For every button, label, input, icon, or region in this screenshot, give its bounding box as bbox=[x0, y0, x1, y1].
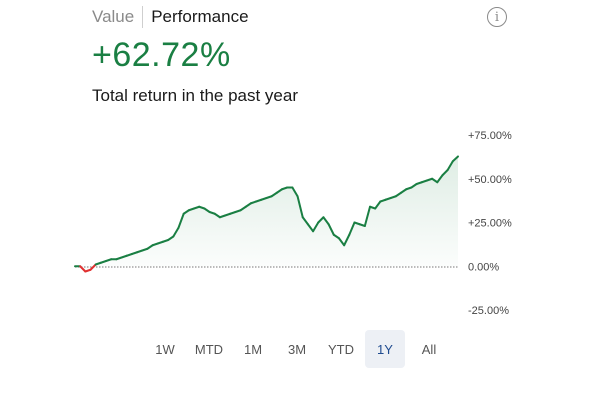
series-segment bbox=[177, 212, 185, 229]
series-segment bbox=[203, 207, 211, 213]
series-segment bbox=[79, 265, 87, 273]
series-segment bbox=[167, 235, 175, 241]
series-segment bbox=[441, 169, 449, 177]
chart-lines bbox=[74, 155, 459, 273]
series-segment bbox=[322, 216, 330, 226]
view-tabs: Value Performance bbox=[92, 6, 249, 28]
series-segment bbox=[270, 191, 278, 198]
y-tick-label: -25.00% bbox=[468, 305, 509, 317]
series-segment bbox=[327, 223, 335, 236]
range-mtd[interactable]: MTD bbox=[194, 341, 224, 357]
series-segment bbox=[182, 209, 190, 215]
y-tick-label: +25.00% bbox=[468, 218, 512, 230]
series-segment bbox=[337, 237, 346, 247]
series-segment bbox=[348, 221, 356, 236]
series-segment bbox=[172, 226, 180, 238]
series-segment bbox=[446, 160, 454, 171]
performance-chart: +75.00% +50.00% +25.00% 0.00% -25.00% bbox=[74, 130, 512, 317]
series-segment bbox=[332, 233, 340, 240]
tab-value[interactable]: Value bbox=[92, 7, 135, 26]
total-return-subtitle: Total return in the past year bbox=[92, 86, 299, 105]
range-all[interactable]: All bbox=[421, 341, 437, 357]
y-tick-label: 0.00% bbox=[468, 261, 499, 273]
y-tick-label: +75.00% bbox=[468, 130, 512, 142]
series-segment bbox=[410, 183, 418, 189]
area-fill bbox=[75, 156, 458, 272]
y-axis-ticks: +75.00% +50.00% +25.00% 0.00% -25.00% bbox=[468, 130, 512, 317]
series-segment bbox=[400, 188, 408, 194]
series-segment bbox=[275, 188, 284, 194]
range-1y[interactable]: 1Y bbox=[365, 330, 405, 368]
series-segment bbox=[343, 233, 351, 247]
tab-performance[interactable]: Performance bbox=[151, 7, 249, 26]
series-segment bbox=[89, 263, 97, 271]
info-icon[interactable]: i bbox=[487, 7, 507, 27]
range-3m[interactable]: 3M bbox=[287, 341, 307, 357]
series-segment bbox=[317, 216, 325, 224]
series-segment bbox=[451, 155, 459, 163]
range-1w[interactable]: 1W bbox=[155, 341, 175, 357]
series-segment bbox=[239, 205, 247, 212]
time-range-selector: 1W MTD 1M 3M YTD 1Y All bbox=[145, 330, 453, 368]
y-tick-label: +50.00% bbox=[468, 174, 512, 186]
series-segment bbox=[301, 216, 309, 226]
series-segment bbox=[374, 200, 382, 210]
series-segment bbox=[244, 202, 252, 208]
series-segment bbox=[394, 191, 403, 198]
range-ytd[interactable]: YTD bbox=[328, 341, 354, 357]
series-segment bbox=[296, 195, 304, 219]
series-segment bbox=[436, 174, 444, 184]
series-segment bbox=[431, 177, 439, 184]
series-segment bbox=[363, 205, 372, 227]
total-return-value: +62.72% bbox=[92, 36, 231, 74]
series-segment bbox=[306, 223, 315, 233]
series-segment bbox=[291, 186, 299, 198]
series-segment bbox=[213, 212, 221, 219]
series-segment bbox=[312, 221, 320, 233]
chart-area-fill bbox=[75, 156, 458, 272]
series-segment bbox=[146, 244, 154, 250]
tab-divider bbox=[142, 6, 144, 28]
range-1m[interactable]: 1M bbox=[243, 341, 263, 357]
